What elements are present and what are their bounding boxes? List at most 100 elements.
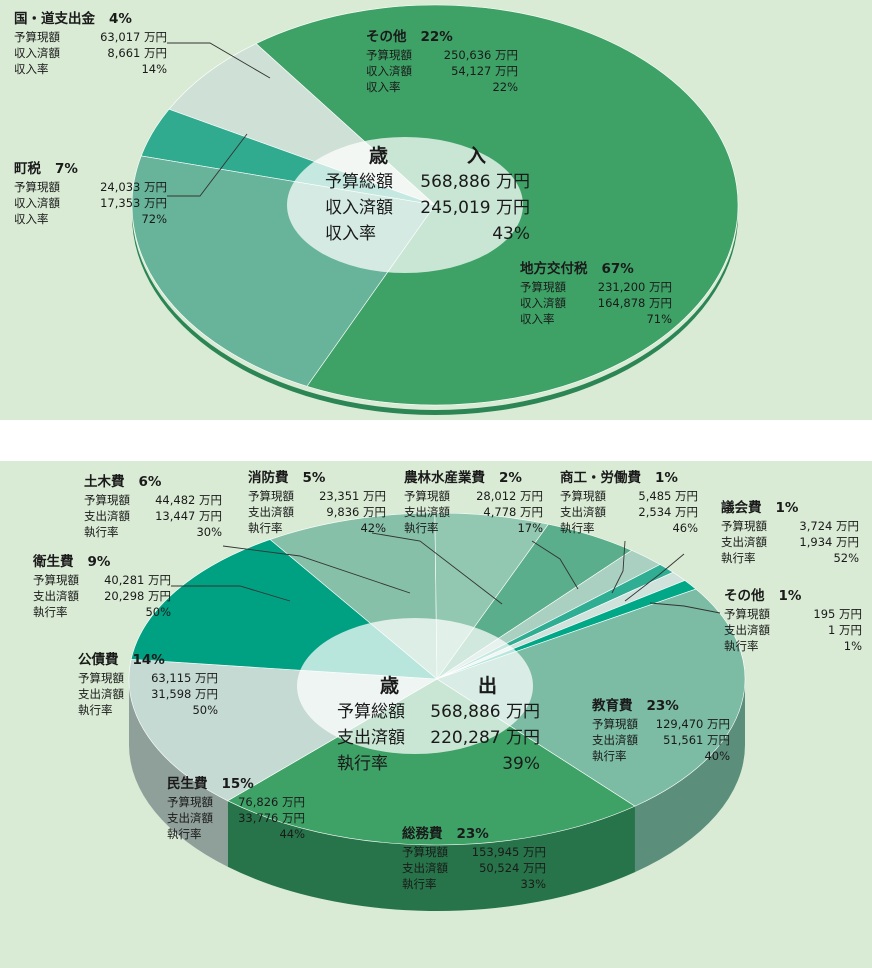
slice-detail-label: 執行率 bbox=[404, 521, 439, 535]
slice-detail-row: 支出済額 50,524 万円 bbox=[402, 860, 546, 876]
slice-detail-label: 予算現額 bbox=[560, 489, 606, 503]
slice-label-heading: 公債費 14% bbox=[78, 651, 218, 670]
label-sonota-revenue: その他 22% 予算現額 250,636 万円 収入済額 54,127 万円 収入率 22% bbox=[366, 28, 518, 95]
slice-detail-label: 支出済額 bbox=[404, 505, 450, 519]
slice-detail-label: 執行率 bbox=[402, 877, 437, 891]
center-row-label: 収入済額 bbox=[325, 198, 393, 218]
slice-detail-label: 予算現額 bbox=[14, 180, 60, 194]
center-row-label: 予算総額 bbox=[337, 702, 405, 722]
slice-detail-value: 40% bbox=[704, 749, 730, 763]
slice-label-heading: 農林水産業費 2% bbox=[404, 469, 543, 488]
slice-detail-row: 収入済額 54,127 万円 bbox=[366, 63, 518, 79]
slice-detail-row: 執行率 46% bbox=[560, 520, 698, 536]
slice-detail-label: 支出済額 bbox=[721, 535, 767, 549]
slice-detail-label: 支出済額 bbox=[248, 505, 294, 519]
revenue-total-row: 予算総額 568,886 万円 bbox=[325, 169, 530, 195]
slice-detail-row: 支出済額 31,598 万円 bbox=[78, 686, 218, 702]
label-kosai: 公債費 14% 予算現額 63,115 万円 支出済額 31,598 万円 執行率 50% bbox=[78, 651, 218, 718]
slice-detail-label: 支出済額 bbox=[78, 687, 124, 701]
slice-name: 町税 bbox=[14, 161, 41, 177]
pie-side-教育費 bbox=[634, 679, 745, 873]
slice-label-heading: 衛生費 9% bbox=[33, 553, 171, 572]
slice-detail-row: 支出済額 2,534 万円 bbox=[560, 504, 698, 520]
slice-detail-row: 執行率 44% bbox=[167, 826, 305, 842]
slice-detail-row: 収入済額 164,878 万円 bbox=[520, 295, 672, 311]
slice-detail-label: 執行率 bbox=[721, 551, 756, 565]
leader-line bbox=[222, 545, 411, 594]
slice-detail-label: 予算現額 bbox=[366, 48, 412, 62]
slice-name: 衛生費 bbox=[33, 554, 74, 570]
slice-detail-label: 予算現額 bbox=[78, 671, 124, 685]
slice-detail-row: 執行率 52% bbox=[721, 550, 859, 566]
slice-detail-label: 収入済額 bbox=[14, 196, 60, 210]
slice-name: 公債費 bbox=[78, 652, 119, 668]
slice-detail-label: 予算現額 bbox=[167, 795, 213, 809]
slice-detail-row: 予算現額 63,017 万円 bbox=[14, 29, 167, 45]
slice-percent: 9% bbox=[87, 554, 111, 570]
slice-detail-value: 72% bbox=[141, 212, 167, 226]
slice-detail-value: 22% bbox=[492, 80, 518, 94]
slice-detail-label: 予算現額 bbox=[592, 717, 638, 731]
slice-label-heading: 国・道支出金 4% bbox=[14, 10, 167, 29]
slice-detail-label: 執行率 bbox=[248, 521, 283, 535]
leader-line bbox=[371, 532, 503, 605]
slice-detail-label: 収入率 bbox=[366, 80, 401, 94]
slice-detail-label: 予算現額 bbox=[248, 489, 294, 503]
slice-detail-label: 予算現額 bbox=[84, 493, 130, 507]
slice-detail-row: 収入率 14% bbox=[14, 61, 167, 77]
slice-detail-row: 執行率 50% bbox=[33, 604, 171, 620]
leader-line bbox=[649, 602, 721, 614]
slice-detail-label: 支出済額 bbox=[724, 623, 770, 637]
slice-detail-value: 28,012 万円 bbox=[476, 489, 543, 503]
slice-detail-row: 予算現額 28,012 万円 bbox=[404, 488, 543, 504]
slice-detail-value: 153,945 万円 bbox=[471, 845, 546, 859]
leader-line bbox=[611, 540, 626, 594]
slice-detail-label: 収入率 bbox=[14, 212, 49, 226]
expenditure-paid-row: 支出済額 220,287 万円 bbox=[337, 725, 540, 751]
label-gikai: 議会費 1% 予算現額 3,724 万円 支出済額 1,934 万円 執行率 52% bbox=[721, 499, 859, 566]
slice-detail-label: 執行率 bbox=[560, 521, 595, 535]
slice-name: 国・道支出金 bbox=[14, 11, 95, 27]
slice-detail-row: 執行率 40% bbox=[592, 748, 730, 764]
label-shoko: 商工・労働費 1% 予算現額 5,485 万円 支出済額 2,534 万円 執行率 46% bbox=[560, 469, 698, 536]
center-row-value: 220,287 万円 bbox=[430, 728, 540, 748]
slice-detail-value: 9,836 万円 bbox=[326, 505, 386, 519]
slice-detail-value: 13,447 万円 bbox=[155, 509, 222, 523]
slice-detail-label: 執行率 bbox=[167, 827, 202, 841]
slice-detail-row: 予算現額 24,033 万円 bbox=[14, 179, 167, 195]
slice-percent: 1% bbox=[778, 588, 802, 604]
slice-name: 消防費 bbox=[248, 470, 289, 486]
slice-detail-row: 収入率 71% bbox=[520, 311, 672, 327]
slice-detail-label: 収入率 bbox=[520, 312, 555, 326]
slice-detail-value: 30% bbox=[196, 525, 222, 539]
slice-label-heading: 民生費 15% bbox=[167, 775, 305, 794]
revenue-center-title: 歳 入 bbox=[368, 145, 516, 167]
slice-detail-value: 54,127 万円 bbox=[451, 64, 518, 78]
leader-line bbox=[167, 42, 271, 79]
label-norin: 農林水産業費 2% 予算現額 28,012 万円 支出済額 4,778 万円 執行率 17% bbox=[404, 469, 543, 536]
slice-detail-label: 予算現額 bbox=[14, 30, 60, 44]
expenditure-center-summary: 歳 出 予算総額 568,886 万円 支出済額 220,287 万円 執行率 39% bbox=[337, 673, 540, 777]
slice-name: 土木費 bbox=[84, 474, 125, 490]
center-row-label: 予算総額 bbox=[325, 172, 393, 192]
slice-percent: 1% bbox=[655, 470, 678, 486]
label-minsei: 民生費 15% 予算現額 76,826 万円 支出済額 33,776 万円 執行率 44% bbox=[167, 775, 305, 842]
slice-detail-row: 収入率 72% bbox=[14, 211, 167, 227]
slice-name: その他 bbox=[724, 588, 765, 604]
slice-detail-label: 執行率 bbox=[724, 639, 759, 653]
expenditure-pie-chart bbox=[128, 512, 746, 911]
slice-detail-label: 収入済額 bbox=[14, 46, 60, 60]
revenue-panel: 歳 入 予算総額 568,886 万円 収入済額 245,019 万円 収入率 43%… bbox=[0, 0, 872, 420]
slice-detail-value: 5,485 万円 bbox=[638, 489, 698, 503]
slice-detail-row: 予算現額 153,945 万円 bbox=[402, 844, 546, 860]
expenditure-center-title: 歳 出 bbox=[379, 675, 527, 697]
slice-detail-row: 予算現額 129,470 万円 bbox=[592, 716, 730, 732]
expenditure-panel: 歳 出 予算総額 568,886 万円 支出済額 220,287 万円 執行率 39%… bbox=[0, 461, 872, 968]
slice-name: 総務費 bbox=[402, 826, 443, 842]
slice-percent: 67% bbox=[601, 261, 634, 277]
slice-label-heading: 土木費 6% bbox=[84, 473, 222, 492]
slice-label-heading: その他 1% bbox=[724, 587, 862, 606]
pie-center-highlight bbox=[297, 618, 533, 754]
slice-detail-row: 予算現額 3,724 万円 bbox=[721, 518, 859, 534]
slice-percent: 23% bbox=[456, 826, 489, 842]
